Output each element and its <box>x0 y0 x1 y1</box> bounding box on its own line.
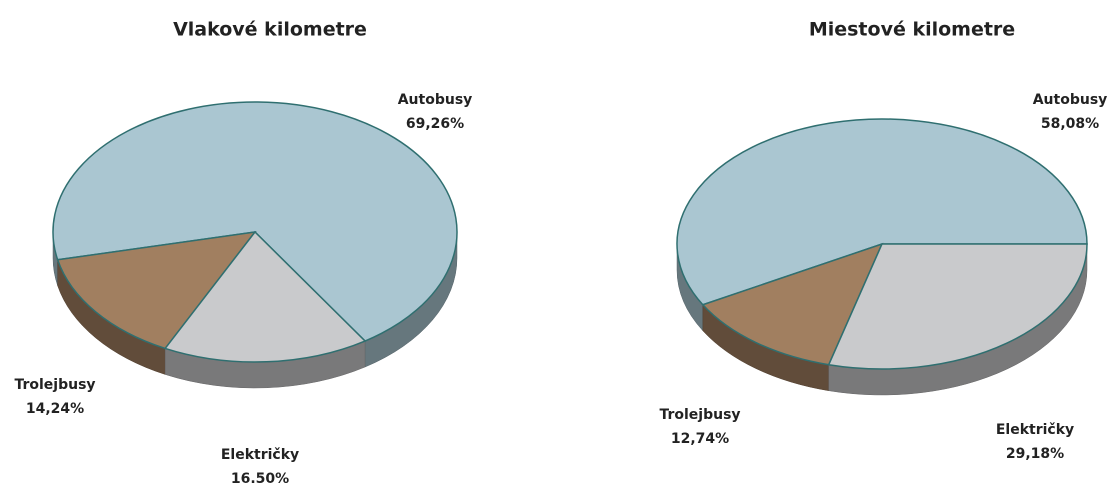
slice-value-label: 69,26% <box>406 116 464 132</box>
slice-label: Autobusy <box>398 92 473 108</box>
slice-label: Autobusy <box>1033 92 1108 108</box>
slice <box>163 230 367 363</box>
slice-value-label: 16.50% <box>231 471 289 486</box>
slice-value-label: 29,18% <box>1006 446 1064 462</box>
slice-value-label: 12,74% <box>671 431 729 447</box>
slice <box>701 242 884 366</box>
slice-label: Trolejbusy <box>14 377 95 393</box>
slice <box>56 231 257 350</box>
slice <box>827 243 1088 370</box>
slice <box>52 101 458 342</box>
slice <box>676 118 1088 306</box>
slice-label: Električky <box>221 447 299 463</box>
slice-label: Trolejbusy <box>659 407 740 423</box>
slice-label: Električky <box>996 422 1074 438</box>
chart-title: Miestové kilometre <box>809 19 1015 41</box>
slice-value-label: 14,24% <box>26 401 84 417</box>
chart-title: Vlakové kilometre <box>173 19 367 41</box>
slice-value-label: 58,08% <box>1041 116 1099 132</box>
